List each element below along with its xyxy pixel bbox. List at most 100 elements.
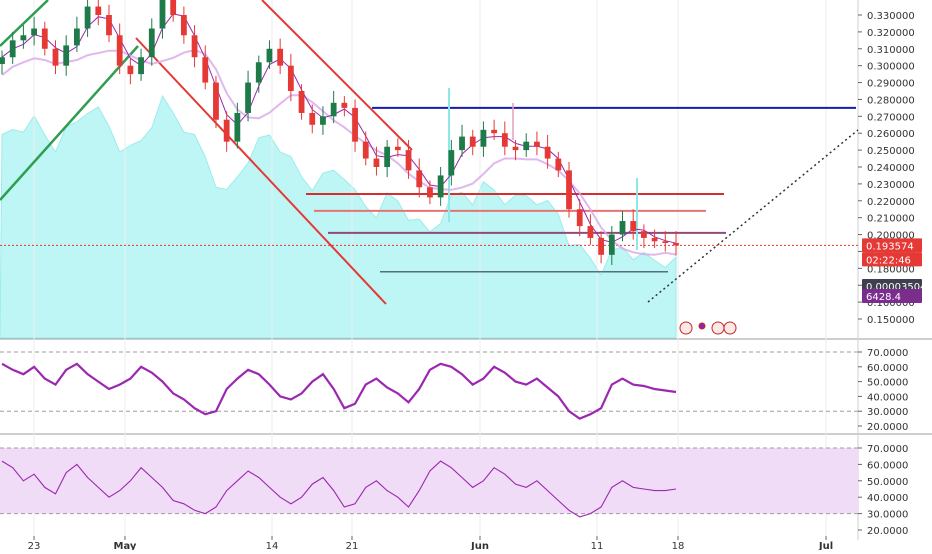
- candlestick: [191, 25, 198, 68]
- ascending-trendline-green-upper: [0, 0, 49, 47]
- candle-body: [84, 6, 91, 29]
- price-tick-label: 0.260000: [867, 129, 915, 140]
- candlestick: [180, 6, 187, 44]
- candlestick: [534, 131, 540, 156]
- candle-body: [598, 237, 605, 255]
- indicator-tick-label: 60.0000: [867, 460, 908, 471]
- candle-body: [213, 82, 219, 120]
- candlestick: [202, 45, 209, 90]
- candle-body: [630, 221, 637, 232]
- candlestick: [31, 16, 37, 46]
- candle-body: [641, 231, 647, 238]
- candlestick: [352, 99, 358, 152]
- candle-body: [234, 112, 241, 142]
- candle-body: [373, 158, 380, 167]
- candle-body: [566, 170, 572, 210]
- candlestick: [170, 0, 177, 22]
- candle-body: [662, 241, 669, 243]
- candle-body: [20, 35, 27, 41]
- time-tick-label: Jul: [818, 541, 833, 550]
- candlestick: [234, 102, 241, 149]
- candle-body: [287, 65, 294, 91]
- candle-body: [362, 141, 369, 159]
- volume-value-tag: 6428.4: [862, 289, 922, 303]
- candlestick: [95, 0, 102, 26]
- candlestick: [245, 70, 251, 122]
- secondary-value-tag-text: 0.00003504: [866, 282, 926, 293]
- candle-body: [448, 150, 455, 176]
- candle-body: [223, 119, 230, 142]
- candlestick: [598, 231, 605, 264]
- candlestick: [362, 131, 369, 166]
- candle-body: [266, 48, 273, 63]
- candlestick: [106, 4, 112, 43]
- candlestick: [116, 23, 123, 75]
- candlestick: [255, 55, 262, 93]
- price-tick-label: 0.270000: [867, 112, 915, 123]
- candle-body: [63, 45, 70, 66]
- candlestick: [641, 224, 647, 249]
- moving-average-fast: [1, 13, 677, 244]
- candle-body: [9, 40, 16, 58]
- candlestick: [84, 0, 91, 37]
- rsi-band: [0, 448, 858, 514]
- price-tick-label: 0.150000: [867, 315, 915, 326]
- price-tick-label: 0.240000: [867, 163, 915, 174]
- candlestick: [469, 129, 476, 156]
- candlestick: [159, 0, 166, 39]
- candlestick: [501, 121, 508, 156]
- rsi-line: [1, 362, 677, 420]
- candle-body: [394, 146, 401, 151]
- candlestick: [330, 91, 337, 124]
- last-price-tag-text: 0.193574: [866, 241, 914, 252]
- candle-body: [544, 146, 551, 159]
- candlestick: [320, 106, 326, 135]
- candle-body: [52, 48, 59, 66]
- candle-body: [159, 0, 166, 29]
- price-tick-label: 0.220000: [867, 197, 915, 208]
- candlestick: [630, 209, 637, 240]
- candle-body: [576, 209, 583, 227]
- candlestick: [662, 231, 669, 252]
- candle-body: [73, 28, 80, 46]
- time-tick-label: 21: [346, 541, 359, 550]
- event-icon: [698, 322, 706, 330]
- candle-body: [277, 48, 284, 66]
- candlestick: [0, 50, 5, 75]
- candlestick: [309, 104, 316, 134]
- candle-body: [41, 28, 48, 49]
- indicator-tick-label: 70.0000: [867, 444, 908, 455]
- event-icon: [679, 321, 693, 335]
- time-tick-label: 18: [672, 541, 685, 550]
- price-tick-label: 0.290000: [867, 79, 915, 90]
- time-tick-label: 23: [28, 541, 41, 550]
- ascending-trendline-green: [0, 45, 139, 201]
- candle-body: [608, 234, 615, 255]
- candle-body: [341, 102, 348, 108]
- candle-body: [427, 187, 433, 198]
- time-tick-label: 11: [591, 541, 604, 550]
- volume-value-tag-bg: [862, 289, 922, 303]
- candle-body: [309, 112, 316, 125]
- candlestick: [9, 31, 16, 64]
- indicator-tick-label: 30.0000: [867, 407, 908, 418]
- candle-body: [673, 243, 679, 246]
- candle-body: [555, 158, 562, 171]
- candlestick: [394, 138, 401, 157]
- candlestick: [384, 139, 391, 178]
- candlestick: [223, 111, 230, 152]
- price-tick-label: 0.250000: [867, 146, 915, 157]
- candle-body: [523, 141, 530, 151]
- candle-body: [255, 62, 262, 83]
- last-price-tag: 0.193574: [862, 238, 922, 253]
- candle-body: [330, 102, 337, 117]
- volume-value-tag-text: 6428.4: [866, 292, 901, 303]
- candle-body: [651, 237, 658, 242]
- candlestick: [416, 158, 423, 198]
- candle-body: [202, 57, 209, 83]
- descending-channel-upper: [261, 0, 413, 151]
- event-icon: [711, 321, 725, 335]
- indicator-tick-label: 40.0000: [867, 392, 908, 403]
- price-tick-label: 0.200000: [867, 231, 915, 242]
- price-tick-label: 0.230000: [867, 180, 915, 191]
